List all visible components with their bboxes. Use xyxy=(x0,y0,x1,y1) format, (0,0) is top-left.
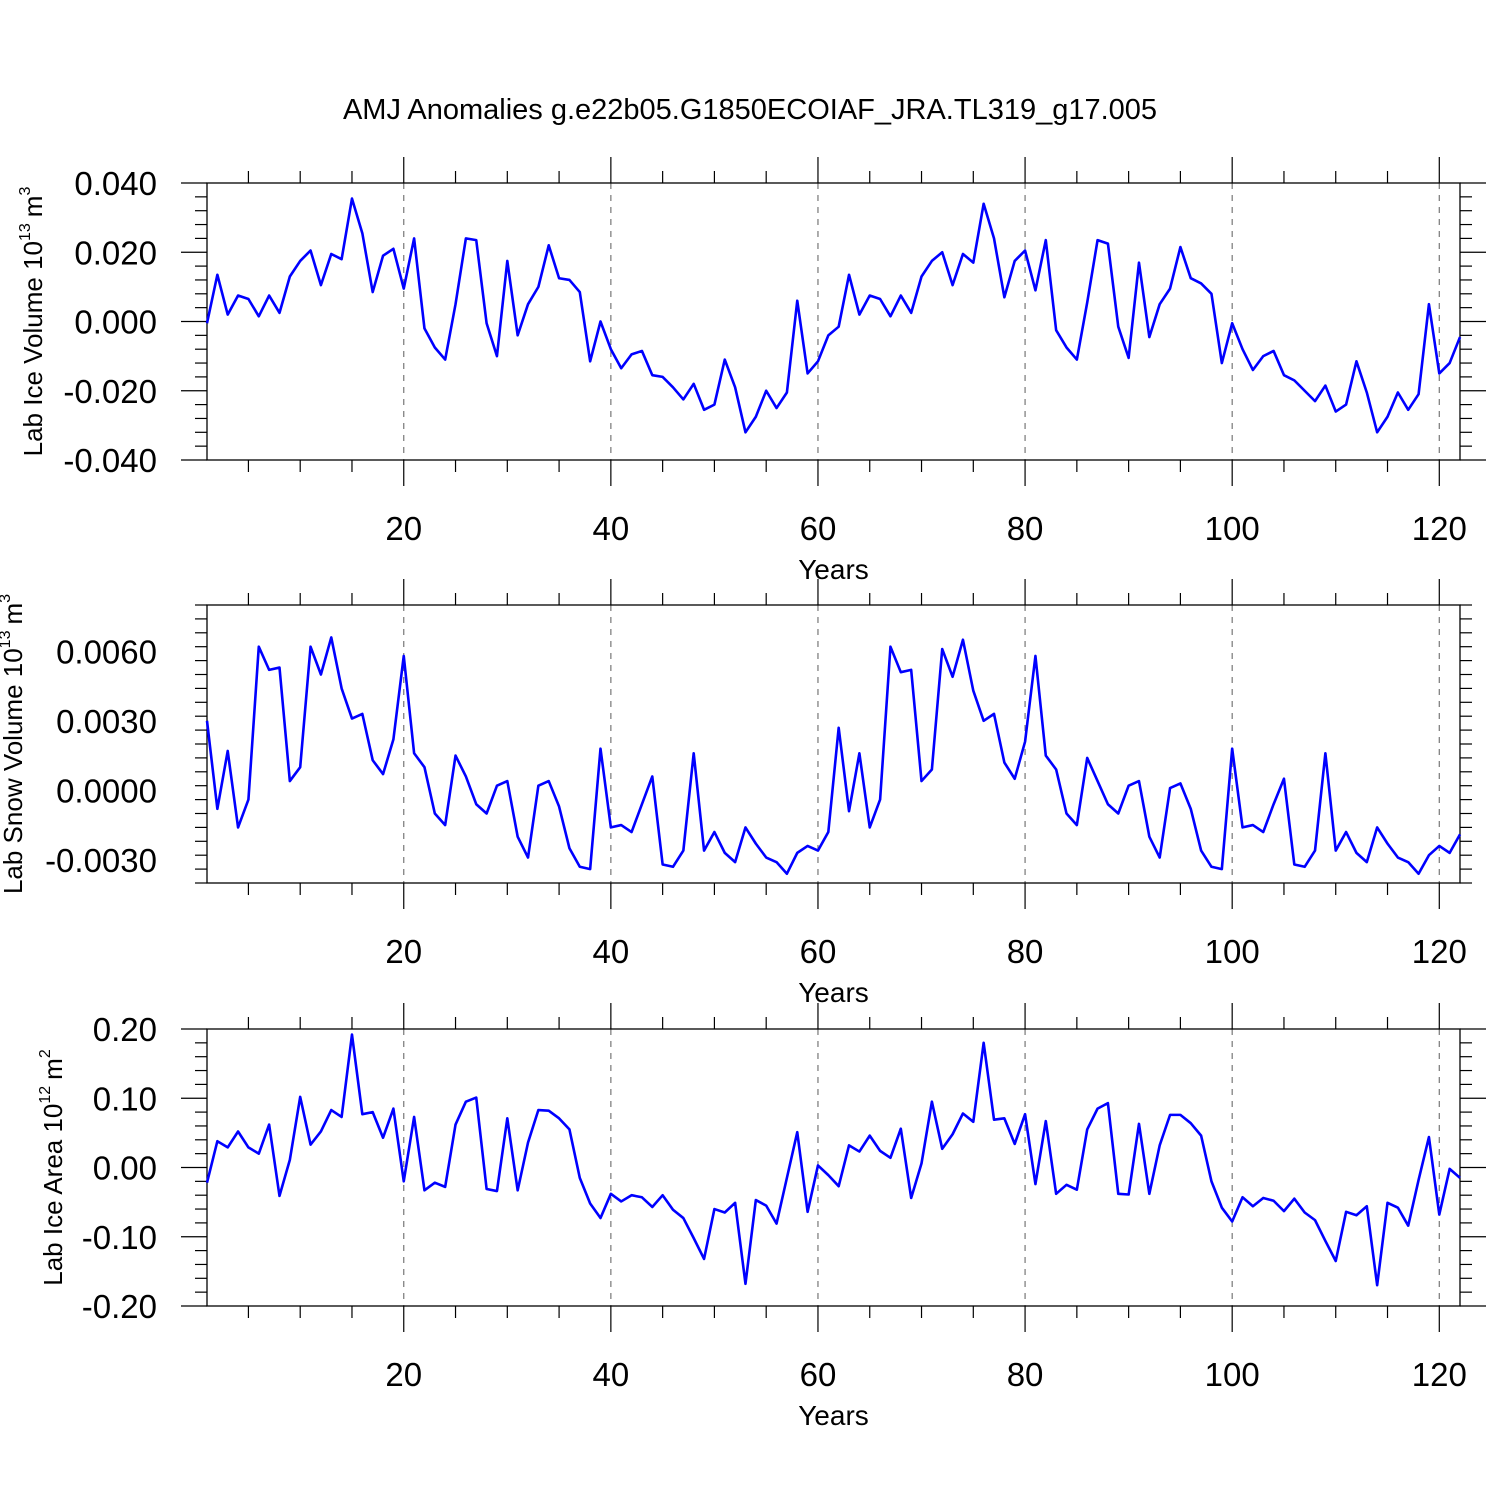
y-axis-label-main: Lab Ice Area 10 xyxy=(38,1104,68,1286)
x-tick-label: 120 xyxy=(1412,1356,1467,1393)
y-tick-label: -0.10 xyxy=(82,1219,157,1256)
x-tick-label: 20 xyxy=(385,933,422,970)
x-tick-label: 120 xyxy=(1412,510,1467,547)
y-tick-label: 0.0030 xyxy=(56,703,157,740)
y-axis-label-unit: m xyxy=(38,1058,68,1080)
x-tick-label: 40 xyxy=(593,510,630,547)
y-axis-label-exponent: 12 xyxy=(37,1086,54,1104)
chart-panel-1: -0.040 -0.020 0.000 0.020 0.040 20 40 60 80 100 12… xyxy=(17,157,1486,585)
figure-title: AMJ Anomalies g.e22b05.G1850ECOIAF_JRA.T… xyxy=(343,94,1157,126)
x-tick-label: 100 xyxy=(1205,1356,1260,1393)
x-tick-label: 100 xyxy=(1205,510,1260,547)
y-axis-label-unit: m xyxy=(18,196,48,218)
y-tick-label: -0.20 xyxy=(82,1288,157,1325)
series-line xyxy=(205,197,1462,434)
y-axis-label: Lab Snow Volume 1013 m3 xyxy=(0,594,28,894)
series-line xyxy=(205,636,1462,876)
x-axis-label: Years xyxy=(798,554,869,585)
y-tick-label: 0.0000 xyxy=(56,772,157,809)
chart-panel-3: -0.20 -0.10 0.00 0.10 0.20 20 40 60 80 100 120 Year… xyxy=(37,1003,1486,1431)
y-tick-label: -0.0030 xyxy=(45,842,157,879)
x-tick-label: 40 xyxy=(593,933,630,970)
y-axis-label-exponent: 13 xyxy=(17,223,34,241)
y-tick-label: 0.10 xyxy=(93,1080,157,1117)
y-tick-label: 0.0060 xyxy=(56,633,157,670)
x-tick-label: 80 xyxy=(1007,510,1044,547)
y-tick-label: 0.020 xyxy=(74,234,157,271)
y-axis-label-exponent: 13 xyxy=(0,630,14,648)
x-tick-label: 60 xyxy=(800,510,837,547)
x-tick-label: 80 xyxy=(1007,1356,1044,1393)
chart-panel-2: -0.0030 0.0000 0.0030 0.0060 20 40 60 80 100 120 Y… xyxy=(0,579,1472,1008)
x-axis-label: Years xyxy=(798,1400,869,1431)
x-tick-label: 80 xyxy=(1007,933,1044,970)
x-tick-label: 100 xyxy=(1205,933,1260,970)
x-axis-label: Years xyxy=(798,977,869,1008)
x-tick-label: 120 xyxy=(1412,933,1467,970)
y-tick-label: 0.00 xyxy=(93,1150,157,1187)
y-axis-label-main: Lab Snow Volume 10 xyxy=(0,648,28,894)
series-line xyxy=(205,1033,1461,1287)
y-axis-label-main: Lab Ice Volume 10 xyxy=(18,241,48,456)
x-tick-label: 60 xyxy=(800,933,837,970)
x-tick-label: 40 xyxy=(593,1356,630,1393)
y-tick-label: -0.040 xyxy=(63,442,157,479)
y-tick-label: -0.020 xyxy=(63,373,157,410)
y-tick-label: 0.20 xyxy=(93,1011,157,1048)
y-axis-label-unit-exponent: 3 xyxy=(0,594,14,603)
x-tick-label: 20 xyxy=(385,510,422,547)
y-axis-label-unit: m xyxy=(0,603,28,625)
y-axis-label: Lab Ice Area 1012 m2 xyxy=(37,1049,68,1286)
y-tick-label: 0.040 xyxy=(74,165,157,202)
y-axis-label-unit-exponent: 3 xyxy=(17,187,34,196)
y-axis-label: Lab Ice Volume 1013 m3 xyxy=(17,187,48,457)
y-axis-label-unit-exponent: 2 xyxy=(37,1049,54,1058)
chart-panels: -0.040 -0.020 0.000 0.020 0.040 20 40 60 80 100 12… xyxy=(0,157,1486,1431)
y-tick-label: 0.000 xyxy=(74,304,157,341)
x-tick-label: 60 xyxy=(800,1356,837,1393)
x-tick-label: 20 xyxy=(385,1356,422,1393)
